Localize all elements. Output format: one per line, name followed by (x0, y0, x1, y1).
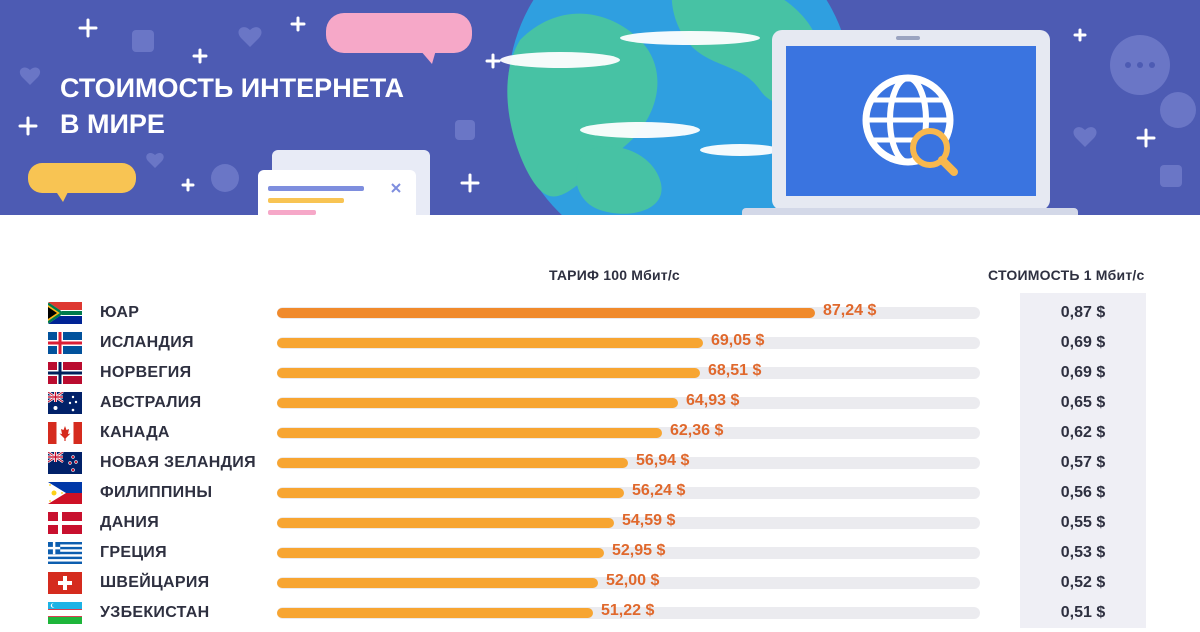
chart-row: АВСТРАЛИЯ 64,93 $ 0,65 $ (0, 392, 1200, 422)
bar (277, 608, 593, 618)
flag-dk-icon (48, 512, 82, 534)
page-title-line-1: СТОИМОСТЬ ИНТЕРНЕТА (60, 73, 404, 103)
cost-per-mbit-label: 0,55 $ (1060, 514, 1106, 531)
bar-value-label: 87,24 $ (823, 302, 877, 319)
flag-uz-icon (48, 602, 82, 624)
bar-value-label: 62,36 $ (670, 422, 724, 439)
cost-per-mbit-label: 0,87 $ (1060, 304, 1106, 321)
bar-track: 52,95 $ (277, 542, 980, 559)
page-title: СТОИМОСТЬ ИНТЕРНЕТА В МИРЕ (60, 70, 404, 142)
cost-per-mbit-label: 0,57 $ (1060, 454, 1106, 471)
flag-ph-icon (48, 482, 82, 504)
bar-value-label: 54,59 $ (622, 512, 676, 529)
country-label: ДАНИЯ (100, 514, 160, 531)
bar (277, 518, 614, 528)
cost-column-background (1020, 293, 1146, 628)
country-label: КАНАДА (100, 424, 170, 441)
flag-au-icon (48, 392, 82, 414)
chart-row: ДАНИЯ 54,59 $ 0,55 $ (0, 512, 1200, 542)
bar (277, 548, 604, 558)
flag-gr-icon (48, 542, 82, 564)
chart-row: ГРЕЦИЯ 52,95 $ 0,53 $ (0, 542, 1200, 572)
bar (277, 578, 598, 588)
chart-row: ШВЕЙЦАРИЯ 52,00 $ 0,52 $ (0, 572, 1200, 602)
bar (277, 458, 628, 468)
bar-value-label: 52,95 $ (612, 542, 666, 559)
cost-per-mbit-label: 0,62 $ (1060, 424, 1106, 441)
bar-value-label: 56,24 $ (632, 482, 686, 499)
bar-track: 56,24 $ (277, 482, 980, 499)
country-label: ФИЛИППИНЫ (100, 484, 213, 501)
chart-row: УЗБЕКИСТАН 51,22 $ 0,51 $ (0, 602, 1200, 632)
bar-track: 69,05 $ (277, 332, 980, 349)
bar-track: 87,24 $ (277, 302, 980, 319)
bar-track: 52,00 $ (277, 572, 980, 589)
bar (277, 428, 662, 438)
bar-track: 64,93 $ (277, 392, 980, 409)
flag-ch-icon (48, 572, 82, 594)
chart-row: ЮАР 87,24 $ 0,87 $ (0, 302, 1200, 332)
flag-is-icon (48, 332, 82, 354)
flag-no-icon (48, 362, 82, 384)
flag-nz-icon (48, 452, 82, 474)
country-label: НОВАЯ ЗЕЛАНДИЯ (100, 454, 256, 471)
value-column-header: ТАРИФ 100 Мбит/с (549, 267, 680, 283)
bar-track: 56,94 $ (277, 452, 980, 469)
country-label: НОРВЕГИЯ (100, 364, 192, 381)
cost-per-mbit-label: 0,51 $ (1060, 604, 1106, 621)
cost-per-mbit-label: 0,52 $ (1060, 574, 1106, 591)
bar (277, 488, 624, 498)
flag-ca-icon (48, 422, 82, 444)
bar-track: 62,36 $ (277, 422, 980, 439)
country-label: УЗБЕКИСТАН (100, 604, 210, 621)
cost-per-mbit-label: 0,65 $ (1060, 394, 1106, 411)
country-label: ГРЕЦИЯ (100, 544, 167, 561)
bar-value-label: 56,94 $ (636, 452, 690, 469)
cost-column-header: СТОИМОСТЬ 1 Мбит/с (988, 267, 1145, 283)
page-title-line-2: В МИРЕ (60, 109, 165, 139)
chart-row: КАНАДА 62,36 $ 0,62 $ (0, 422, 1200, 452)
chart-area: ТАРИФ 100 Мбит/с СТОИМОСТЬ 1 Мбит/с ЮАР 8… (0, 215, 1200, 628)
country-label: ШВЕЙЦАРИЯ (100, 574, 210, 591)
country-label: ИСЛАНДИЯ (100, 334, 194, 351)
country-label: АВСТРАЛИЯ (100, 394, 202, 411)
country-label: ЮАР (100, 304, 140, 321)
chart-row: ИСЛАНДИЯ 69,05 $ 0,69 $ (0, 332, 1200, 362)
bar-track: 51,22 $ (277, 602, 980, 619)
bar-track: 68,51 $ (277, 362, 980, 379)
bar-value-label: 68,51 $ (708, 362, 762, 379)
flag-za-icon (48, 302, 82, 324)
bar (277, 398, 678, 408)
cost-per-mbit-label: 0,69 $ (1060, 334, 1106, 351)
bar-value-label: 52,00 $ (606, 572, 660, 589)
bar-value-label: 51,22 $ (601, 602, 655, 619)
banner: СТОИМОСТЬ ИНТЕРНЕТА В МИРЕ (0, 0, 1200, 215)
bar-value-label: 64,93 $ (686, 392, 740, 409)
banner-decoration (18, 0, 1196, 215)
cost-per-mbit-label: 0,53 $ (1060, 544, 1106, 561)
chart-row: НОРВЕГИЯ 68,51 $ 0,69 $ (0, 362, 1200, 392)
chart-row: ФИЛИППИНЫ 56,24 $ 0,56 $ (0, 482, 1200, 512)
cost-per-mbit-label: 0,56 $ (1060, 484, 1106, 501)
bar (277, 308, 815, 318)
bar-track: 54,59 $ (277, 512, 980, 529)
bar (277, 338, 703, 348)
bar (277, 368, 700, 378)
cost-per-mbit-label: 0,69 $ (1060, 364, 1106, 381)
bar-value-label: 69,05 $ (711, 332, 765, 349)
chart-row: НОВАЯ ЗЕЛАНДИЯ 56,94 $ 0,57 $ (0, 452, 1200, 482)
